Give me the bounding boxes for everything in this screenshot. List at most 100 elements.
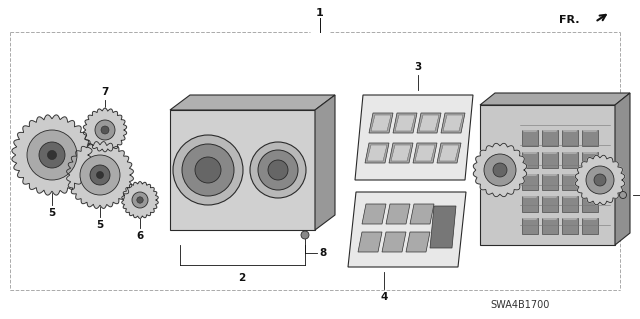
Circle shape	[137, 197, 143, 203]
Circle shape	[594, 174, 606, 186]
Polygon shape	[170, 110, 315, 230]
Text: 2: 2	[238, 273, 246, 283]
Polygon shape	[430, 206, 456, 248]
Text: 5: 5	[49, 208, 56, 218]
Polygon shape	[582, 218, 598, 234]
Polygon shape	[522, 196, 538, 212]
Text: 3: 3	[414, 62, 422, 72]
Polygon shape	[542, 130, 558, 146]
Polygon shape	[575, 155, 625, 205]
Polygon shape	[582, 174, 598, 176]
Polygon shape	[542, 196, 558, 212]
Circle shape	[484, 154, 516, 186]
Polygon shape	[439, 145, 459, 161]
Polygon shape	[406, 232, 430, 252]
Polygon shape	[122, 182, 158, 219]
Circle shape	[301, 231, 309, 239]
Polygon shape	[562, 196, 578, 212]
Polygon shape	[522, 152, 538, 154]
Text: FR.: FR.	[559, 15, 580, 25]
Polygon shape	[562, 218, 578, 234]
Polygon shape	[522, 218, 538, 220]
Circle shape	[620, 191, 627, 198]
Polygon shape	[393, 113, 417, 133]
Polygon shape	[348, 192, 466, 267]
Circle shape	[268, 160, 288, 180]
Polygon shape	[474, 143, 527, 197]
Circle shape	[80, 155, 120, 195]
Polygon shape	[419, 115, 439, 131]
Text: 8: 8	[319, 248, 326, 258]
Polygon shape	[582, 130, 598, 146]
Polygon shape	[615, 93, 630, 245]
Polygon shape	[562, 152, 578, 154]
Polygon shape	[410, 204, 434, 224]
Polygon shape	[562, 218, 578, 220]
Circle shape	[97, 172, 104, 179]
Text: 6: 6	[136, 231, 143, 241]
Polygon shape	[371, 115, 391, 131]
Polygon shape	[170, 95, 335, 110]
Polygon shape	[443, 115, 463, 131]
Polygon shape	[562, 130, 578, 132]
Polygon shape	[582, 218, 598, 220]
Polygon shape	[542, 196, 558, 198]
Polygon shape	[67, 142, 133, 208]
Polygon shape	[542, 130, 558, 132]
Polygon shape	[315, 95, 335, 230]
Polygon shape	[522, 218, 538, 234]
Polygon shape	[365, 143, 389, 163]
Text: 7: 7	[101, 87, 109, 97]
Polygon shape	[522, 174, 538, 176]
Polygon shape	[562, 196, 578, 198]
Text: 5: 5	[97, 220, 104, 230]
Polygon shape	[386, 204, 410, 224]
Polygon shape	[542, 152, 558, 168]
Polygon shape	[562, 174, 578, 176]
Polygon shape	[437, 143, 461, 163]
Polygon shape	[382, 232, 406, 252]
Polygon shape	[83, 108, 127, 152]
Polygon shape	[441, 113, 465, 133]
Circle shape	[493, 163, 507, 177]
Polygon shape	[562, 152, 578, 168]
Circle shape	[586, 166, 614, 194]
Polygon shape	[417, 113, 441, 133]
Text: 4: 4	[380, 292, 388, 302]
Polygon shape	[358, 232, 382, 252]
Polygon shape	[522, 130, 538, 132]
Polygon shape	[415, 145, 435, 161]
Polygon shape	[522, 196, 538, 198]
Polygon shape	[522, 152, 538, 168]
Polygon shape	[562, 130, 578, 146]
Polygon shape	[582, 152, 598, 168]
Polygon shape	[562, 174, 578, 190]
Polygon shape	[12, 115, 92, 195]
Circle shape	[195, 157, 221, 183]
Polygon shape	[367, 145, 387, 161]
Polygon shape	[480, 105, 615, 245]
Circle shape	[173, 135, 243, 205]
Text: SWA4B1700: SWA4B1700	[490, 300, 550, 310]
Circle shape	[101, 126, 109, 134]
Polygon shape	[582, 174, 598, 190]
Polygon shape	[389, 143, 413, 163]
Text: 1: 1	[316, 8, 324, 18]
Polygon shape	[542, 218, 558, 234]
Circle shape	[47, 151, 56, 160]
Circle shape	[95, 120, 115, 140]
Polygon shape	[582, 196, 598, 198]
Polygon shape	[391, 145, 411, 161]
Polygon shape	[582, 152, 598, 154]
Circle shape	[250, 142, 306, 198]
Polygon shape	[542, 174, 558, 176]
Polygon shape	[542, 174, 558, 190]
Polygon shape	[355, 95, 473, 180]
Circle shape	[182, 144, 234, 196]
Polygon shape	[542, 218, 558, 220]
Polygon shape	[582, 196, 598, 212]
Circle shape	[132, 192, 148, 208]
Circle shape	[39, 142, 65, 168]
Polygon shape	[369, 113, 393, 133]
Circle shape	[258, 150, 298, 190]
